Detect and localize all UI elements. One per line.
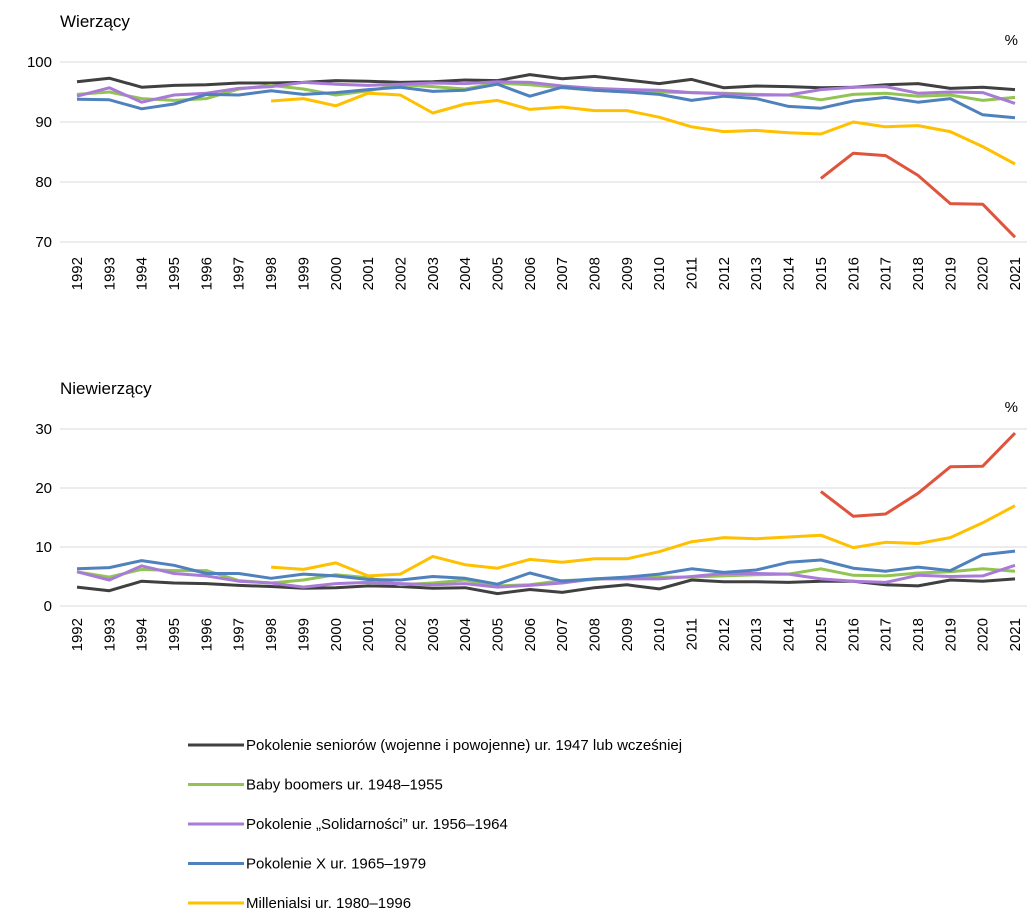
x-tick-label: 1993 (101, 618, 118, 651)
x-tick-label: 2003 (425, 618, 442, 651)
x-tick-label: 1994 (134, 618, 151, 651)
x-tick-label: 2020 (975, 618, 992, 651)
unit-label: % (1005, 399, 1018, 416)
x-tick-label: 2019 (942, 257, 959, 290)
x-tick-label: 1998 (263, 618, 280, 651)
x-tick-label: 2014 (781, 257, 798, 290)
x-tick-label: 2018 (910, 618, 927, 651)
x-tick-label: 2001 (360, 618, 377, 651)
x-tick-label: 2011 (684, 618, 701, 650)
y-tick-label: 90 (35, 114, 52, 131)
y-tick-label: 80 (35, 174, 52, 191)
x-tick-label: 2013 (748, 257, 765, 290)
x-tick-label: 2017 (878, 257, 895, 290)
x-tick-label: 1997 (231, 257, 248, 290)
x-tick-label: 2021 (1007, 257, 1024, 290)
x-tick-label: 2008 (587, 257, 604, 290)
x-tick-label: 2002 (392, 257, 409, 290)
x-tick-label: 2016 (845, 618, 862, 651)
x-tick-label: 2000 (328, 618, 345, 651)
series-line (819, 432, 1017, 518)
legend-label: Millenialsi ur. 1980–1996 (246, 895, 411, 912)
x-tick-label: 1997 (231, 618, 248, 651)
series-line (270, 504, 1016, 578)
x-tick-label: 2010 (651, 257, 668, 290)
x-tick-label: 2015 (813, 618, 830, 651)
series-line (76, 563, 1016, 589)
x-tick-label: 2010 (651, 618, 668, 651)
x-tick-label: 2019 (942, 618, 959, 651)
series-line (270, 91, 1016, 166)
x-tick-label: 2006 (522, 618, 539, 651)
x-tick-label: 2011 (684, 257, 701, 289)
x-tick-label: 1992 (69, 257, 86, 290)
x-tick-label: 1995 (166, 618, 183, 651)
x-tick-label: 2003 (425, 257, 442, 290)
x-tick-label: 2021 (1007, 618, 1024, 651)
x-tick-label: 2005 (489, 257, 506, 290)
chart-title: Wierzący (60, 12, 130, 31)
x-tick-label: 2007 (554, 618, 571, 651)
legend-label: Pokolenie X ur. 1965–1979 (246, 856, 426, 873)
y-tick-label: 30 (35, 421, 52, 438)
x-tick-label: 2018 (910, 257, 927, 290)
y-tick-label: 100 (27, 54, 52, 71)
x-tick-label: 1999 (295, 257, 312, 290)
x-tick-label: 2005 (489, 618, 506, 651)
x-tick-label: 2009 (619, 257, 636, 290)
y-tick-label: 70 (35, 234, 52, 251)
x-tick-label: 2016 (845, 257, 862, 290)
x-tick-label: 1996 (198, 618, 215, 651)
x-tick-label: 1995 (166, 257, 183, 290)
unit-label: % (1005, 32, 1018, 49)
x-tick-label: 2008 (587, 618, 604, 651)
x-tick-label: 2004 (457, 618, 474, 651)
chart-title: Niewierzący (60, 379, 152, 398)
x-tick-label: 2007 (554, 257, 571, 290)
x-tick-label: 2014 (781, 618, 798, 651)
x-tick-label: 2000 (328, 257, 345, 290)
x-tick-label: 2020 (975, 257, 992, 290)
x-tick-label: 2009 (619, 618, 636, 651)
y-tick-label: 10 (35, 539, 52, 556)
x-tick-label: 2002 (392, 618, 409, 651)
x-tick-label: 1992 (69, 618, 86, 651)
series-line (819, 151, 1017, 239)
x-tick-label: 2012 (716, 618, 733, 651)
x-tick-label: 2001 (360, 257, 377, 290)
series-line (76, 80, 1016, 105)
x-tick-label: 2006 (522, 257, 539, 290)
x-tick-label: 1999 (295, 618, 312, 651)
x-tick-label: 2004 (457, 257, 474, 290)
x-tick-label: 1998 (263, 257, 280, 290)
x-tick-label: 2015 (813, 257, 830, 290)
series-line (76, 82, 1016, 120)
y-tick-label: 0 (44, 598, 52, 615)
x-tick-label: 1994 (134, 257, 151, 290)
x-tick-label: 2013 (748, 618, 765, 651)
y-tick-label: 20 (35, 480, 52, 497)
legend-label: Pokolenie seniorów (wojenne i powojenne)… (246, 737, 682, 754)
series-line (76, 549, 1016, 586)
x-tick-label: 1993 (101, 257, 118, 290)
legend-label: Baby boomers ur. 1948–1955 (246, 777, 443, 794)
x-tick-label: 2017 (878, 618, 895, 651)
legend-label: Pokolenie „Solidarności” ur. 1956–1964 (246, 816, 508, 833)
x-tick-label: 1996 (198, 257, 215, 290)
x-tick-label: 2012 (716, 257, 733, 290)
